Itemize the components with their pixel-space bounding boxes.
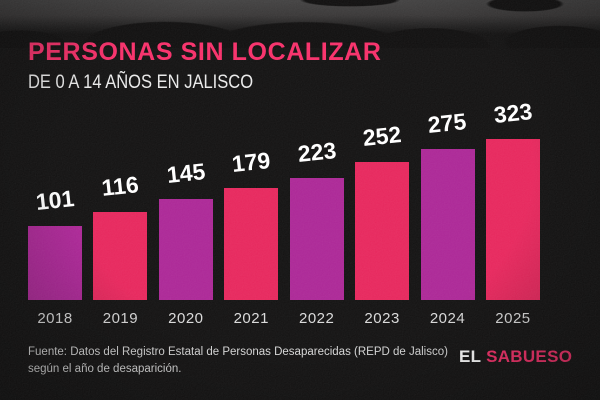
bar-2023 bbox=[355, 162, 410, 300]
x-tick-2025: 2025 bbox=[495, 310, 531, 327]
bar-group-2023: 252 2023 bbox=[355, 100, 410, 327]
x-tick-2020: 2020 bbox=[168, 310, 204, 327]
bar-group-2018: 101 2018 bbox=[28, 100, 82, 327]
bar-group-2022: 223 2022 bbox=[289, 100, 344, 327]
bar-2018 bbox=[28, 226, 82, 300]
x-tick-2021: 2021 bbox=[233, 310, 269, 327]
bar-2020 bbox=[158, 199, 213, 300]
bar-2021 bbox=[224, 188, 279, 300]
bar-2024 bbox=[420, 149, 475, 300]
brand-logo-el: EL bbox=[459, 347, 482, 366]
brand-logo-sabueso: SABUESO bbox=[486, 347, 573, 366]
x-tick-2023: 2023 bbox=[364, 310, 400, 327]
brand-logo: EL SABUESO bbox=[459, 347, 572, 367]
x-tick-2018: 2018 bbox=[37, 310, 73, 327]
bar-group-2021: 179 2021 bbox=[224, 100, 279, 327]
source-note-line2: según el año de desaparición. bbox=[28, 362, 182, 375]
bar-group-2020: 145 2020 bbox=[158, 100, 213, 327]
bar-2025 bbox=[485, 139, 540, 300]
value-label-2025: 323 bbox=[492, 98, 534, 128]
x-tick-2022: 2022 bbox=[299, 310, 335, 327]
x-tick-2024: 2024 bbox=[429, 310, 466, 327]
bar-group-2019: 116 2019 bbox=[93, 100, 148, 327]
page-title: PERSONAS SIN LOCALIZAR bbox=[28, 38, 382, 66]
x-tick-2019: 2019 bbox=[102, 310, 139, 327]
bar-chart: 101 2018 116 2019 145 2020 179 2021 223 2022 252 20… bbox=[28, 98, 540, 327]
source-note-line1: Fuente: Datos del Registro Estatal de Pe… bbox=[28, 346, 448, 358]
page-subtitle: DE 0 A 14 AÑOS EN JALISCO bbox=[28, 72, 254, 93]
bar-group-2025: 323 2025 bbox=[485, 98, 540, 327]
bar-2022 bbox=[289, 178, 344, 300]
bar-2019 bbox=[93, 212, 148, 300]
bar-group-2024: 275 2024 bbox=[420, 100, 475, 327]
source-note: Fuente: Datos del Registro Estatal de Pe… bbox=[28, 344, 448, 377]
